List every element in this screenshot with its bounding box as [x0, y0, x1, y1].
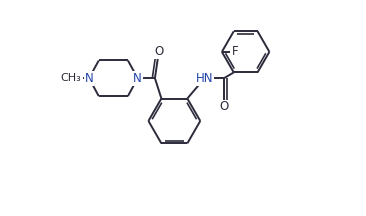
- Text: HN: HN: [196, 72, 213, 85]
- Text: O: O: [219, 100, 229, 113]
- Text: N: N: [85, 72, 93, 85]
- Text: N: N: [133, 72, 142, 85]
- Text: CH₃: CH₃: [61, 73, 82, 83]
- Text: F: F: [232, 45, 238, 58]
- Text: O: O: [154, 45, 164, 58]
